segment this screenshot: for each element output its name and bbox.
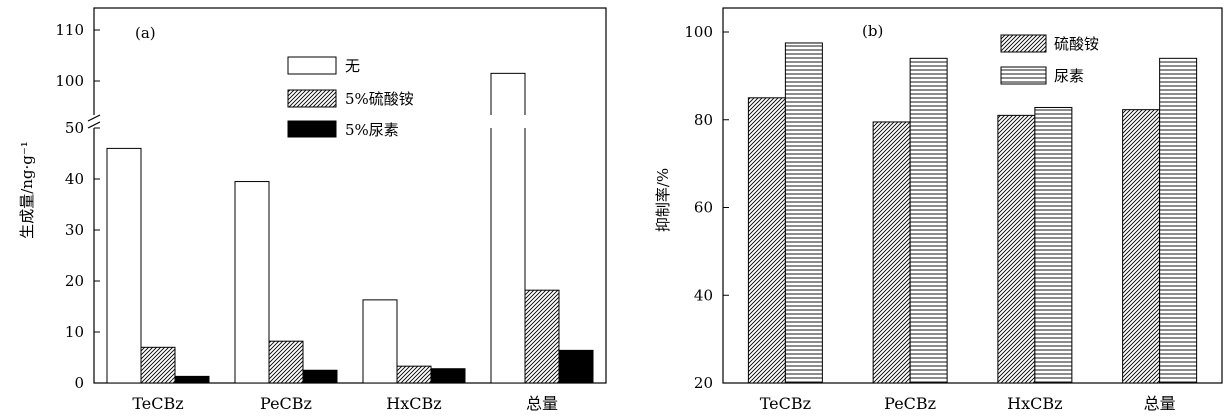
bar-a-series-2-3 bbox=[558, 349, 594, 384]
bars-b bbox=[747, 42, 1198, 384]
bar-b-series-1-3 bbox=[1159, 57, 1198, 384]
bar-b-series-0-3 bbox=[1122, 109, 1161, 384]
axis-break-mark-a-1 bbox=[87, 121, 101, 129]
axis-break-cover-a bbox=[92, 115, 96, 128]
panel-label-a: (a) bbox=[135, 24, 156, 42]
bars-a bbox=[106, 72, 594, 384]
plot-frame-a bbox=[93, 7, 607, 384]
bar-a-series-1-0 bbox=[140, 346, 176, 384]
legend-swatch-ammonium-sulfate-b bbox=[1000, 34, 1047, 53]
axis-break-a bbox=[87, 114, 101, 129]
y-tick-label-a: 20 bbox=[65, 272, 84, 290]
y-tick-label-a: 0 bbox=[74, 374, 84, 392]
y-ticks-a: 0 10 20 30 40 50 100 110 bbox=[55, 21, 100, 392]
bar-a-break-gap-3 bbox=[490, 115, 526, 128]
y-axis-label-a: 生成量/ng·g⁻¹ bbox=[18, 141, 36, 239]
legend-b: 硫酸铵 尿素 bbox=[1000, 34, 1099, 85]
bar-b-series-0-2 bbox=[997, 114, 1036, 384]
bar-a-series-2-2 bbox=[430, 368, 466, 384]
y-tick-label-a: 100 bbox=[55, 72, 84, 90]
legend-label-urea-b: 尿素 bbox=[1054, 67, 1084, 85]
y-tick-label-a: 50 bbox=[65, 119, 84, 137]
legend-swatch-urea bbox=[287, 120, 337, 138]
legend-label-none: 无 bbox=[345, 57, 360, 75]
bar-b-series-1-1 bbox=[909, 57, 948, 384]
bar-a-series-0-1 bbox=[234, 181, 270, 384]
x-tick-label-b: TeCBz bbox=[760, 394, 811, 413]
y-tick-label-b: 60 bbox=[694, 199, 713, 217]
y-tick-label-a: 10 bbox=[65, 323, 84, 341]
bar-a-series-2-1 bbox=[302, 369, 338, 384]
legend-label-ammonium-sulfate-b: 硫酸铵 bbox=[1054, 35, 1099, 53]
legend-label-urea: 5%尿素 bbox=[345, 121, 399, 139]
plot-frame-b bbox=[722, 7, 1223, 384]
legend-swatch-ammonium-sulfate bbox=[287, 89, 337, 108]
bar-b-series-0-1 bbox=[872, 121, 911, 384]
panel-label-b: (b) bbox=[862, 22, 883, 40]
y-tick-label-a: 30 bbox=[65, 221, 84, 239]
x-tick-label-b: PeCBz bbox=[884, 394, 936, 413]
x-tick-label-a: HxCBz bbox=[386, 394, 441, 413]
y-tick-label-a: 110 bbox=[55, 21, 84, 39]
x-tick-label-a: TeCBz bbox=[132, 394, 183, 413]
bar-a-series-1-3 bbox=[524, 289, 560, 384]
legend-a: 无 5%硫酸铵 5%尿素 bbox=[287, 56, 414, 139]
y-tick-label-b: 40 bbox=[694, 286, 713, 304]
x-tick-labels-a: TeCBz PeCBz HxCBz 总量 bbox=[132, 394, 558, 413]
bar-a-series-0-0 bbox=[106, 147, 142, 384]
x-tick-label-a: 总量 bbox=[526, 394, 558, 413]
bar-a-series-1-2 bbox=[396, 365, 432, 384]
y-tick-label-b: 80 bbox=[694, 111, 713, 129]
y-tick-label-a: 40 bbox=[65, 170, 84, 188]
bar-a-series-0-2 bbox=[362, 299, 398, 384]
legend-swatch-urea-b bbox=[1000, 66, 1047, 85]
y-axis-label-b: 抑制率/% bbox=[654, 168, 672, 232]
x-tick-label-b: HxCBz bbox=[1007, 394, 1062, 413]
axis-break-mark-a-0 bbox=[87, 114, 101, 122]
bar-b-series-1-0 bbox=[784, 42, 823, 384]
legend-label-ammonium-sulfate: 5%硫酸铵 bbox=[345, 90, 414, 108]
bar-b-series-1-2 bbox=[1034, 106, 1073, 384]
y-ticks-b: 20 40 60 80 100 bbox=[684, 23, 729, 392]
bar-a-series-2-0 bbox=[174, 375, 210, 384]
x-tick-label-a: PeCBz bbox=[260, 394, 312, 413]
legend-swatch-none bbox=[287, 56, 337, 75]
y-tick-label-b: 20 bbox=[694, 374, 713, 392]
bar-a-series-1-1 bbox=[268, 340, 304, 384]
bar-b-series-0-0 bbox=[747, 97, 786, 384]
x-tick-label-b: 总量 bbox=[1144, 394, 1176, 413]
x-tick-labels-b: TeCBz PeCBz HxCBz 总量 bbox=[760, 394, 1176, 413]
y-tick-label-b: 100 bbox=[684, 23, 713, 41]
